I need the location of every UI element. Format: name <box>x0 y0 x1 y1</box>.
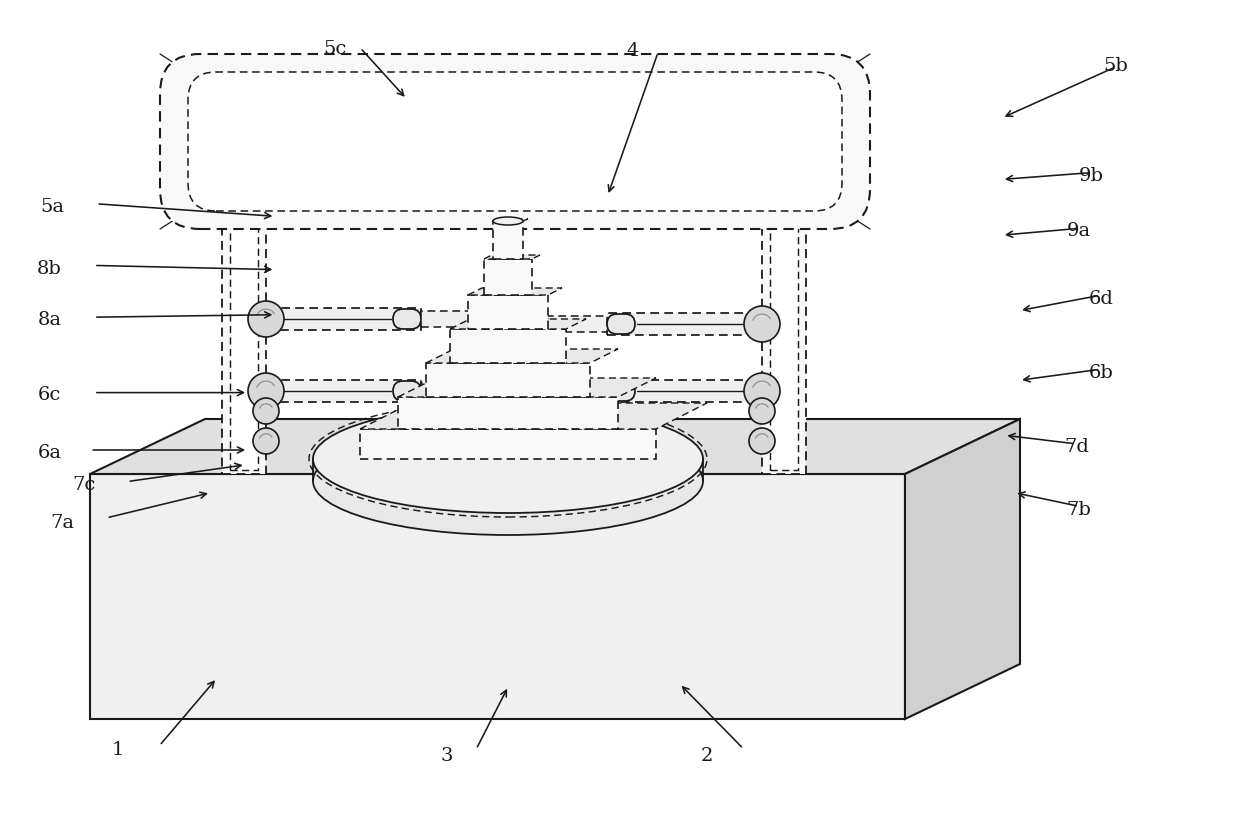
Text: 8b: 8b <box>37 260 62 278</box>
Text: 6b: 6b <box>1089 364 1114 382</box>
Bar <box>527 383 608 400</box>
Bar <box>360 429 656 459</box>
Bar <box>494 222 523 260</box>
Polygon shape <box>427 350 618 364</box>
FancyBboxPatch shape <box>481 382 503 400</box>
Circle shape <box>744 373 780 410</box>
Circle shape <box>749 428 775 455</box>
Text: 3: 3 <box>440 746 453 764</box>
Text: 4: 4 <box>626 42 639 60</box>
Bar <box>467 296 548 329</box>
FancyBboxPatch shape <box>527 315 549 333</box>
Polygon shape <box>360 404 707 429</box>
Circle shape <box>248 373 284 410</box>
FancyBboxPatch shape <box>527 382 549 400</box>
Bar <box>229 132 258 470</box>
Bar <box>267 381 422 402</box>
Bar <box>267 309 422 331</box>
Text: 7d: 7d <box>1064 437 1089 455</box>
Text: 1: 1 <box>112 740 124 758</box>
Circle shape <box>744 306 780 342</box>
Circle shape <box>248 301 284 337</box>
Bar <box>427 364 590 397</box>
FancyBboxPatch shape <box>188 73 842 212</box>
Text: 7c: 7c <box>73 476 95 494</box>
FancyBboxPatch shape <box>160 55 870 229</box>
Bar <box>222 128 267 474</box>
Circle shape <box>253 399 279 424</box>
Polygon shape <box>494 219 528 222</box>
Text: 6d: 6d <box>1089 290 1114 308</box>
Circle shape <box>749 399 775 424</box>
FancyBboxPatch shape <box>393 382 422 401</box>
Bar <box>608 381 763 402</box>
FancyBboxPatch shape <box>481 310 503 328</box>
Polygon shape <box>905 419 1021 719</box>
Text: 7a: 7a <box>50 514 74 532</box>
Polygon shape <box>91 419 1021 474</box>
Bar <box>398 397 618 429</box>
Ellipse shape <box>312 405 703 514</box>
Bar <box>422 311 501 328</box>
Bar <box>484 260 532 296</box>
Polygon shape <box>91 474 905 719</box>
Bar <box>422 383 501 400</box>
Ellipse shape <box>312 428 703 536</box>
Polygon shape <box>484 256 539 260</box>
Text: 2: 2 <box>701 746 713 764</box>
Bar <box>770 132 799 470</box>
FancyBboxPatch shape <box>608 314 635 335</box>
Bar <box>608 314 763 336</box>
Bar <box>527 317 608 333</box>
Polygon shape <box>467 288 562 296</box>
Text: 5c: 5c <box>324 40 346 58</box>
Text: 7b: 7b <box>1066 500 1091 518</box>
FancyBboxPatch shape <box>608 382 635 401</box>
Text: 5b: 5b <box>1104 57 1128 75</box>
Polygon shape <box>398 378 656 397</box>
Text: 5a: 5a <box>40 197 64 215</box>
Circle shape <box>253 428 279 455</box>
Text: 9a: 9a <box>1066 222 1091 240</box>
Text: 6c: 6c <box>38 386 61 404</box>
Text: 9b: 9b <box>1079 167 1104 185</box>
Text: 8a: 8a <box>37 310 62 328</box>
Bar <box>450 329 565 364</box>
FancyBboxPatch shape <box>393 310 422 329</box>
Polygon shape <box>450 319 587 329</box>
Ellipse shape <box>494 218 523 226</box>
Bar <box>763 128 806 474</box>
Text: 6a: 6a <box>37 444 62 462</box>
